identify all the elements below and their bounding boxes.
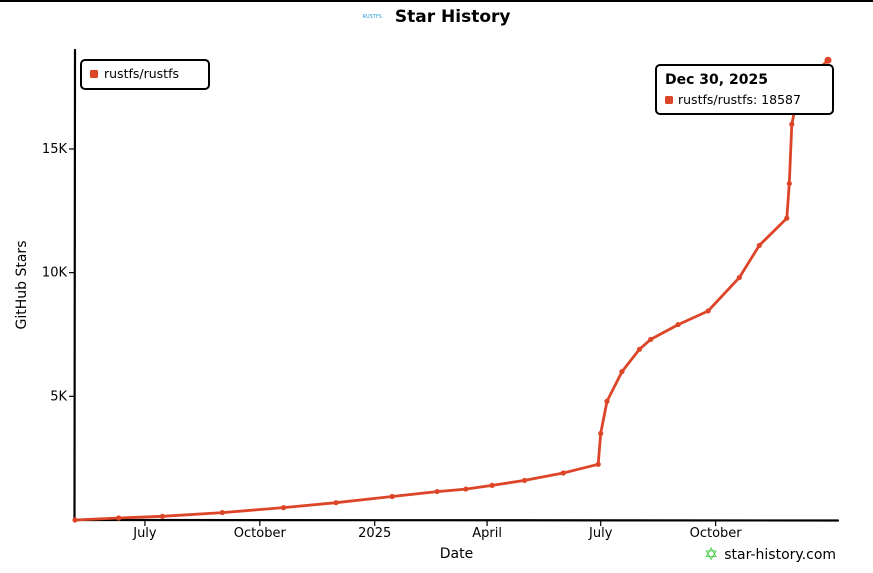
data-point[interactable] [789,121,795,127]
tooltip: Dec 30, 2025 rustfs/rustfs: 18587 [655,64,834,115]
axes [72,48,840,523]
x-tick-label: April [472,526,502,541]
tooltip-swatch [665,96,673,104]
y-axis-label: GitHub Stars [14,241,30,330]
data-point[interactable] [604,398,610,404]
data-point[interactable] [333,500,339,506]
data-point[interactable] [736,274,742,281]
data-point[interactable] [434,488,440,495]
data-point[interactable] [560,470,566,476]
legend-entry: rustfs/rustfs [104,66,179,81]
data-point[interactable] [489,482,495,488]
x-tick-label: October [690,526,743,541]
series-layer [72,56,832,523]
data-point[interactable] [636,346,643,352]
chart-title: Star History [394,6,511,27]
x-tick-label: July [132,526,157,541]
data-point[interactable] [675,321,681,328]
tooltip-date: Dec 30, 2025 [665,72,768,88]
tooltip-box [655,64,834,115]
data-point[interactable] [159,513,166,519]
legend: rustfs/rustfs [80,59,210,90]
data-point[interactable] [116,515,122,521]
data-point[interactable] [786,180,792,187]
y-tick-label: 10K [42,266,68,281]
data-point[interactable] [463,486,469,492]
data-point[interactable] [705,308,711,314]
brand-text: star-history.com [724,547,837,563]
data-point[interactable] [389,493,395,500]
x-tick-label: July [588,526,613,541]
star-history-brand[interactable]: ✡ star-history.com [704,545,836,565]
x-axis-label: Date [440,546,473,562]
data-point[interactable] [619,368,625,375]
data-point[interactable] [595,461,601,467]
data-point[interactable] [784,215,790,221]
y-tick-label: 5K [50,389,67,404]
y-axis-line [73,48,77,523]
x-tick-label: 2025 [358,526,391,541]
x-axis-ticks: July October 2025 April July October [132,520,742,541]
data-point[interactable] [648,336,654,343]
data-point[interactable] [280,505,287,511]
legend-box [80,59,210,90]
top-border [0,0,873,2]
y-tick-label: 15K [42,142,68,157]
x-tick-label: October [234,526,287,541]
star-icon: ✡ [704,545,719,565]
data-point[interactable] [824,56,832,64]
rustfs-logo: RUSTFS [362,13,382,20]
series-line [73,58,830,522]
tooltip-value: rustfs/rustfs: 18587 [678,92,801,107]
data-point[interactable] [598,430,604,437]
data-point[interactable] [756,242,762,249]
y-axis-ticks: 5K 10K 15K [42,142,75,404]
x-axis-line [72,518,840,522]
data-point[interactable] [219,509,225,516]
chart-header: RUSTFS Star History [0,6,873,27]
legend-swatch [90,70,98,78]
data-point[interactable] [521,477,528,484]
data-point[interactable] [72,517,78,523]
